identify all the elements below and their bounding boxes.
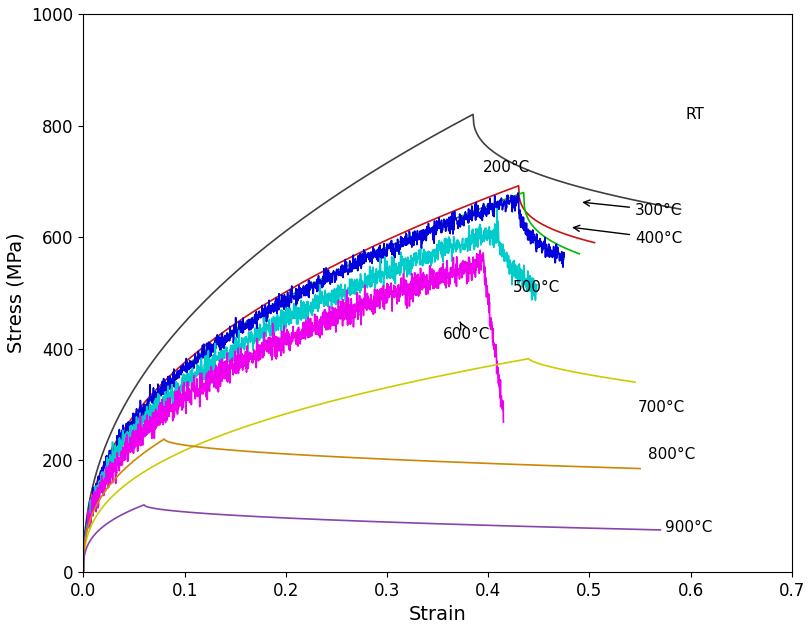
Text: 300°C: 300°C bbox=[583, 200, 681, 218]
Y-axis label: Stress (MPa): Stress (MPa) bbox=[7, 232, 26, 353]
Text: 400°C: 400°C bbox=[573, 225, 681, 245]
Text: RT: RT bbox=[684, 107, 704, 122]
Text: 700°C: 700°C bbox=[637, 399, 684, 415]
X-axis label: Strain: Strain bbox=[408, 605, 466, 624]
Text: 200°C: 200°C bbox=[483, 160, 530, 175]
Text: 500°C: 500°C bbox=[512, 280, 559, 295]
Text: 900°C: 900°C bbox=[664, 520, 712, 534]
Text: 600°C: 600°C bbox=[442, 322, 490, 342]
Text: 800°C: 800°C bbox=[647, 447, 694, 462]
